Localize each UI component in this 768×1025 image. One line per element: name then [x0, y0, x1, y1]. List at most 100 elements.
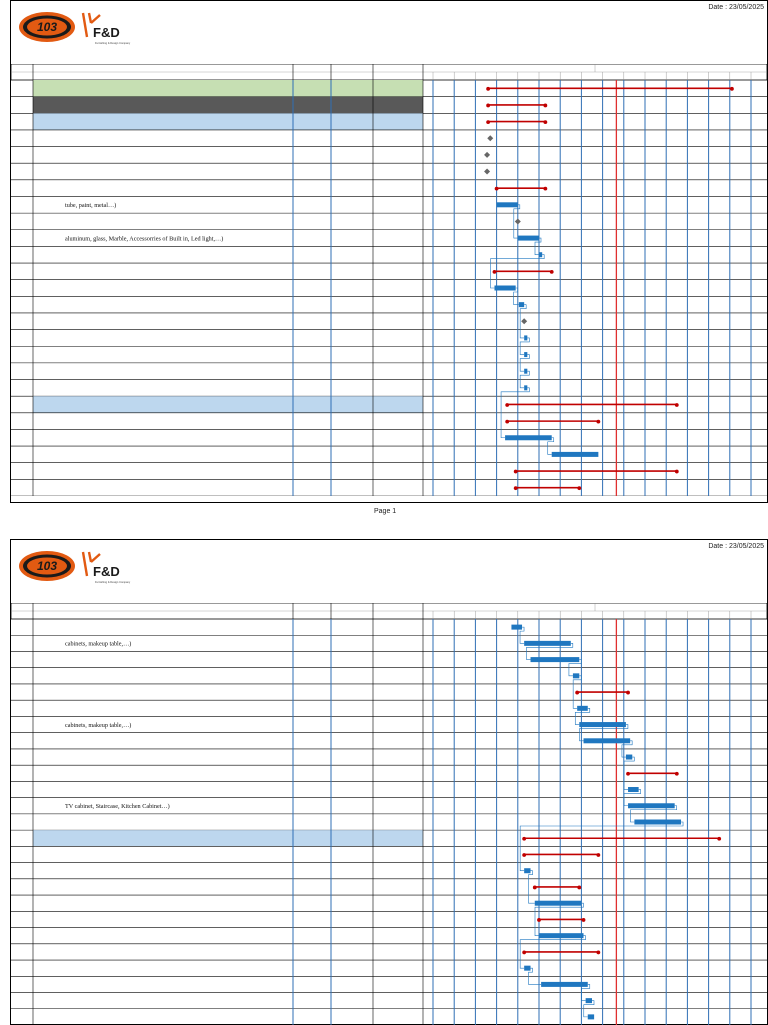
gantt-bar-summary[interactable]	[486, 86, 734, 91]
gantt-bar-task[interactable]	[524, 352, 528, 358]
svg-text:103: 103	[37, 559, 57, 573]
company-logo: 103 F&D Furnishing & Design Company	[19, 12, 131, 45]
print-date: Date : 23/05/2025	[708, 4, 764, 11]
dependency-link	[534, 902, 584, 936]
table-row: cabinets, makeup table,…)	[11, 641, 767, 652]
gantt-bar-task[interactable]	[517, 235, 539, 241]
gantt-bar-task[interactable]	[524, 335, 528, 341]
page-number: Page 1	[374, 508, 397, 515]
dependency-link	[526, 643, 574, 660]
table-row: cabinets, makeup table,…)	[11, 722, 767, 733]
dependency-link	[623, 756, 635, 790]
print-date: Date : 23/05/2025	[708, 543, 764, 550]
dependency-link	[519, 370, 530, 389]
gantt-bar-milestone[interactable]	[521, 318, 528, 325]
gantt-bar-task[interactable]	[505, 435, 552, 441]
svg-text:F&D: F&D	[93, 25, 120, 40]
gantt-bar-task[interactable]	[539, 933, 584, 939]
task-name: cabinets, makeup table,…)	[65, 722, 131, 729]
gantt-bar-task[interactable]	[628, 803, 675, 809]
gantt-bar-summary[interactable]	[494, 186, 548, 191]
table-row: tube, paint, metal…)	[11, 202, 767, 214]
gantt-bar-summary[interactable]	[626, 771, 679, 776]
gantt-bar-task[interactable]	[530, 657, 580, 663]
gantt-bar-task[interactable]	[524, 965, 531, 971]
company-logo: 103 F&D Furnishing & Design Company	[19, 551, 131, 584]
dependency-link	[519, 626, 525, 644]
gantt-bar-task[interactable]	[634, 819, 682, 825]
gantt-bar-summary[interactable]	[486, 103, 548, 108]
gantt-bar-milestone[interactable]	[484, 151, 491, 158]
table-row	[11, 96, 767, 114]
gantt-bar-task[interactable]	[579, 722, 626, 728]
gantt-bar-summary[interactable]	[537, 918, 586, 922]
table-row	[11, 396, 767, 414]
task-name: tube, paint, metal…)	[65, 202, 116, 209]
svg-text:Furnishing & Design Company: Furnishing & Design Company	[95, 580, 131, 584]
gantt-bar-task[interactable]	[518, 302, 525, 308]
gantt-bar-summary[interactable]	[532, 885, 582, 890]
dependency-link	[519, 304, 527, 339]
dependency-link	[621, 740, 633, 758]
gantt-bar-task[interactable]	[628, 787, 639, 793]
dependency-link	[581, 984, 591, 1001]
dependency-link	[490, 254, 545, 289]
gantt-bar-task[interactable]	[625, 754, 633, 760]
dependency-link	[519, 935, 586, 969]
dependency-link	[528, 967, 542, 985]
gantt-bar-task[interactable]	[583, 738, 631, 744]
gantt-bar-summary[interactable]	[505, 403, 679, 407]
gantt-bar-summary[interactable]	[492, 269, 554, 274]
gantt-bar-summary[interactable]	[522, 950, 601, 955]
gantt-bar-summary[interactable]	[486, 120, 548, 124]
svg-text:103: 103	[37, 20, 57, 34]
gantt-bar-milestone[interactable]	[487, 135, 494, 142]
dependency-link	[579, 724, 629, 742]
dependency-link	[519, 821, 684, 872]
gantt-bar-task[interactable]	[524, 640, 571, 646]
gantt-table: tube, paint, metal…) aluminum, glass, Mar…	[11, 64, 767, 496]
gantt-table: cabinets, makeup table,…) cabinets, makeu…	[11, 603, 767, 1025]
task-name: aluminum, glass, Marble, Accessorries of…	[65, 235, 223, 242]
dependency-link	[528, 870, 535, 904]
dependency-link	[583, 1000, 595, 1018]
gantt-bar-task[interactable]	[585, 998, 592, 1004]
gantt-bar-summary[interactable]	[505, 419, 601, 424]
gantt-bar-task[interactable]	[524, 385, 528, 391]
table-row: TV cabinet, Staircase, Kitchen Cabinet…)	[11, 803, 767, 815]
gantt-bar-summary[interactable]	[522, 853, 601, 857]
gantt-bar-milestone[interactable]	[514, 218, 521, 225]
gantt-bar-summary[interactable]	[522, 836, 722, 841]
dependency-link	[519, 337, 530, 355]
gantt-bar-task[interactable]	[587, 1014, 595, 1020]
dependency-link	[623, 789, 641, 807]
dependency-link	[547, 437, 555, 455]
table-row	[11, 113, 767, 131]
gantt-bar-summary[interactable]	[513, 469, 679, 474]
gantt-bar-task[interactable]	[496, 202, 518, 208]
gantt-bar-summary[interactable]	[575, 690, 630, 695]
gantt-bar-task[interactable]	[539, 252, 543, 258]
task-name: TV cabinet, Staircase, Kitchen Cabinet…)	[65, 803, 170, 810]
gantt-bar-task[interactable]	[541, 981, 588, 987]
gantt-bar-task[interactable]	[524, 868, 531, 874]
gantt-bar-task[interactable]	[534, 900, 582, 906]
gantt-bar-task[interactable]	[511, 624, 523, 630]
gantt-bar-task[interactable]	[524, 368, 528, 374]
gantt-bar-milestone[interactable]	[484, 168, 491, 175]
dependency-link	[574, 708, 591, 725]
gantt-bar-task[interactable]	[577, 705, 588, 711]
gantt-bar-summary[interactable]	[513, 486, 582, 491]
svg-text:Furnishing & Design Company: Furnishing & Design Company	[95, 41, 131, 45]
dependency-link	[534, 237, 542, 256]
svg-text:F&D: F&D	[93, 564, 120, 579]
dependency-link	[630, 805, 677, 823]
gantt-bar-task[interactable]	[551, 451, 599, 457]
gantt-bar-task[interactable]	[494, 285, 516, 291]
dependency-link	[568, 659, 582, 677]
gantt-page-1: 103 F&D Furnishing & Design Company Date…	[10, 0, 768, 503]
dependency-link	[500, 387, 530, 439]
dependency-link	[519, 354, 530, 372]
dependency-link	[513, 204, 521, 239]
gantt-bar-task[interactable]	[572, 673, 580, 679]
